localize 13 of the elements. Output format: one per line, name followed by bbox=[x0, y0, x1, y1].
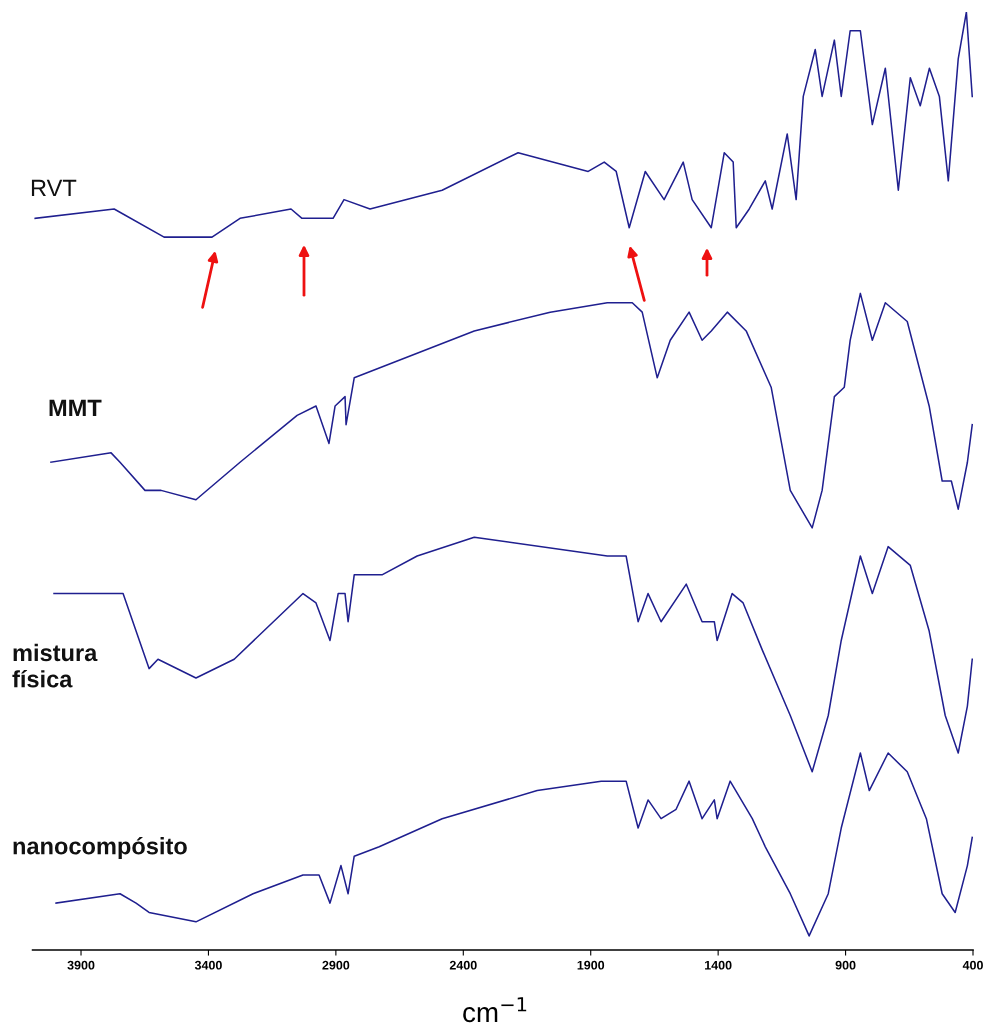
x-tick-label: 900 bbox=[835, 960, 856, 970]
x-tick-label: 1900 bbox=[577, 960, 605, 970]
text: nanocompósito bbox=[13, 836, 187, 860]
series-label: MMT bbox=[49, 399, 102, 417]
x-tick-label: 3900 bbox=[67, 960, 95, 970]
x-axis-title: cm$^{−1}$ bbox=[463, 997, 527, 1023]
x-tick-label: 2400 bbox=[449, 960, 477, 970]
series-label: mistura física bbox=[12, 643, 98, 688]
x-tick-label: 400 bbox=[962, 960, 983, 970]
x-tick-label: 2900 bbox=[322, 960, 350, 970]
x-tick-label: 3400 bbox=[194, 960, 222, 970]
series-label: RVT bbox=[31, 179, 77, 197]
x-tick-label: 1400 bbox=[705, 960, 732, 970]
